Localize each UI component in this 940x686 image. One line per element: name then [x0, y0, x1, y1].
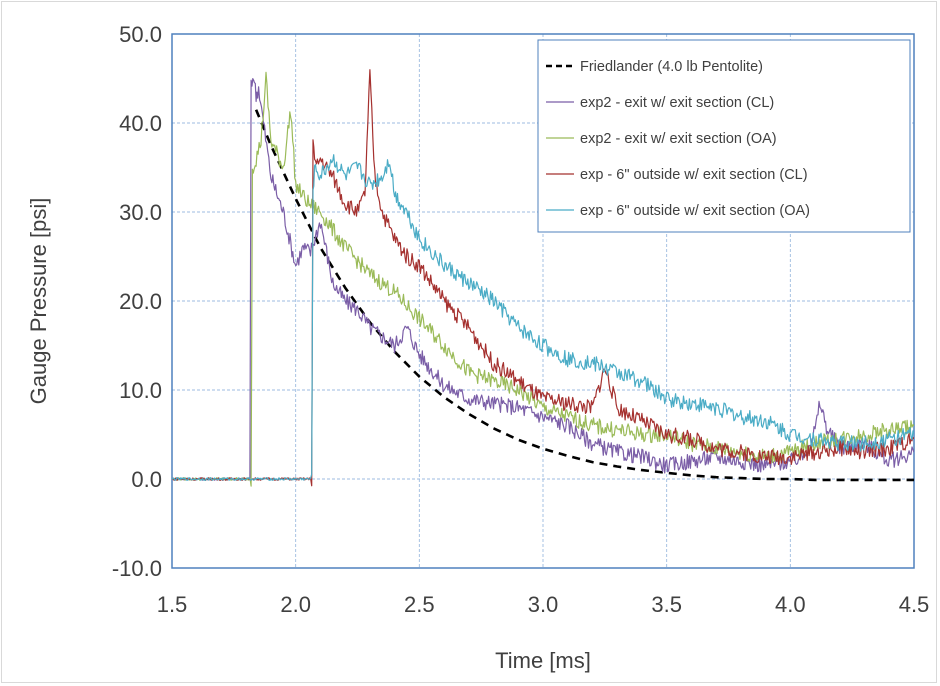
x-tick-label: 2.5 [404, 592, 435, 617]
series-line [172, 78, 914, 481]
x-tick-label: 2.0 [280, 592, 311, 617]
x-axis-title: Time [ms] [495, 648, 591, 673]
series-line [172, 71, 914, 487]
legend-label: exp2 - exit w/ exit section (CL) [580, 95, 774, 111]
y-tick-label: -10.0 [112, 556, 162, 581]
y-axis-title: Gauge Pressure [psi] [26, 198, 51, 405]
y-tick-label: 40.0 [119, 111, 162, 136]
x-axis-tick-labels: 1.5 2.0 2.5 3.0 3.5 4.0 4.5 [157, 592, 930, 617]
legend-label: Friedlander (4.0 lb Pentolite) [580, 59, 763, 75]
y-tick-label: 30.0 [119, 200, 162, 225]
plot-area [171, 33, 915, 569]
y-tick-label: 50.0 [119, 22, 162, 47]
y-axis-tick-labels: -10.0 0.0 10.0 20.0 30.0 40.0 50.0 [112, 22, 162, 581]
x-tick-label: 3.0 [528, 592, 559, 617]
x-tick-label: 3.5 [651, 592, 682, 617]
legend: Friedlander (4.0 lb Pentolite) exp2 - exi… [537, 39, 911, 233]
x-tick-label: 1.5 [157, 592, 188, 617]
y-tick-label: 10.0 [119, 378, 162, 403]
legend-box [537, 39, 911, 233]
y-tick-label: 20.0 [119, 289, 162, 314]
legend-label: exp - 6" outside w/ exit section (OA) [580, 203, 810, 219]
y-tick-label: 0.0 [131, 467, 162, 492]
legend-label: exp - 6" outside w/ exit section (CL) [580, 167, 808, 183]
series-layer [172, 69, 914, 487]
x-tick-label: 4.0 [775, 592, 806, 617]
series-line [172, 154, 914, 481]
legend-label: exp2 - exit w/ exit section (OA) [580, 131, 777, 147]
x-tick-label: 4.5 [899, 592, 930, 617]
